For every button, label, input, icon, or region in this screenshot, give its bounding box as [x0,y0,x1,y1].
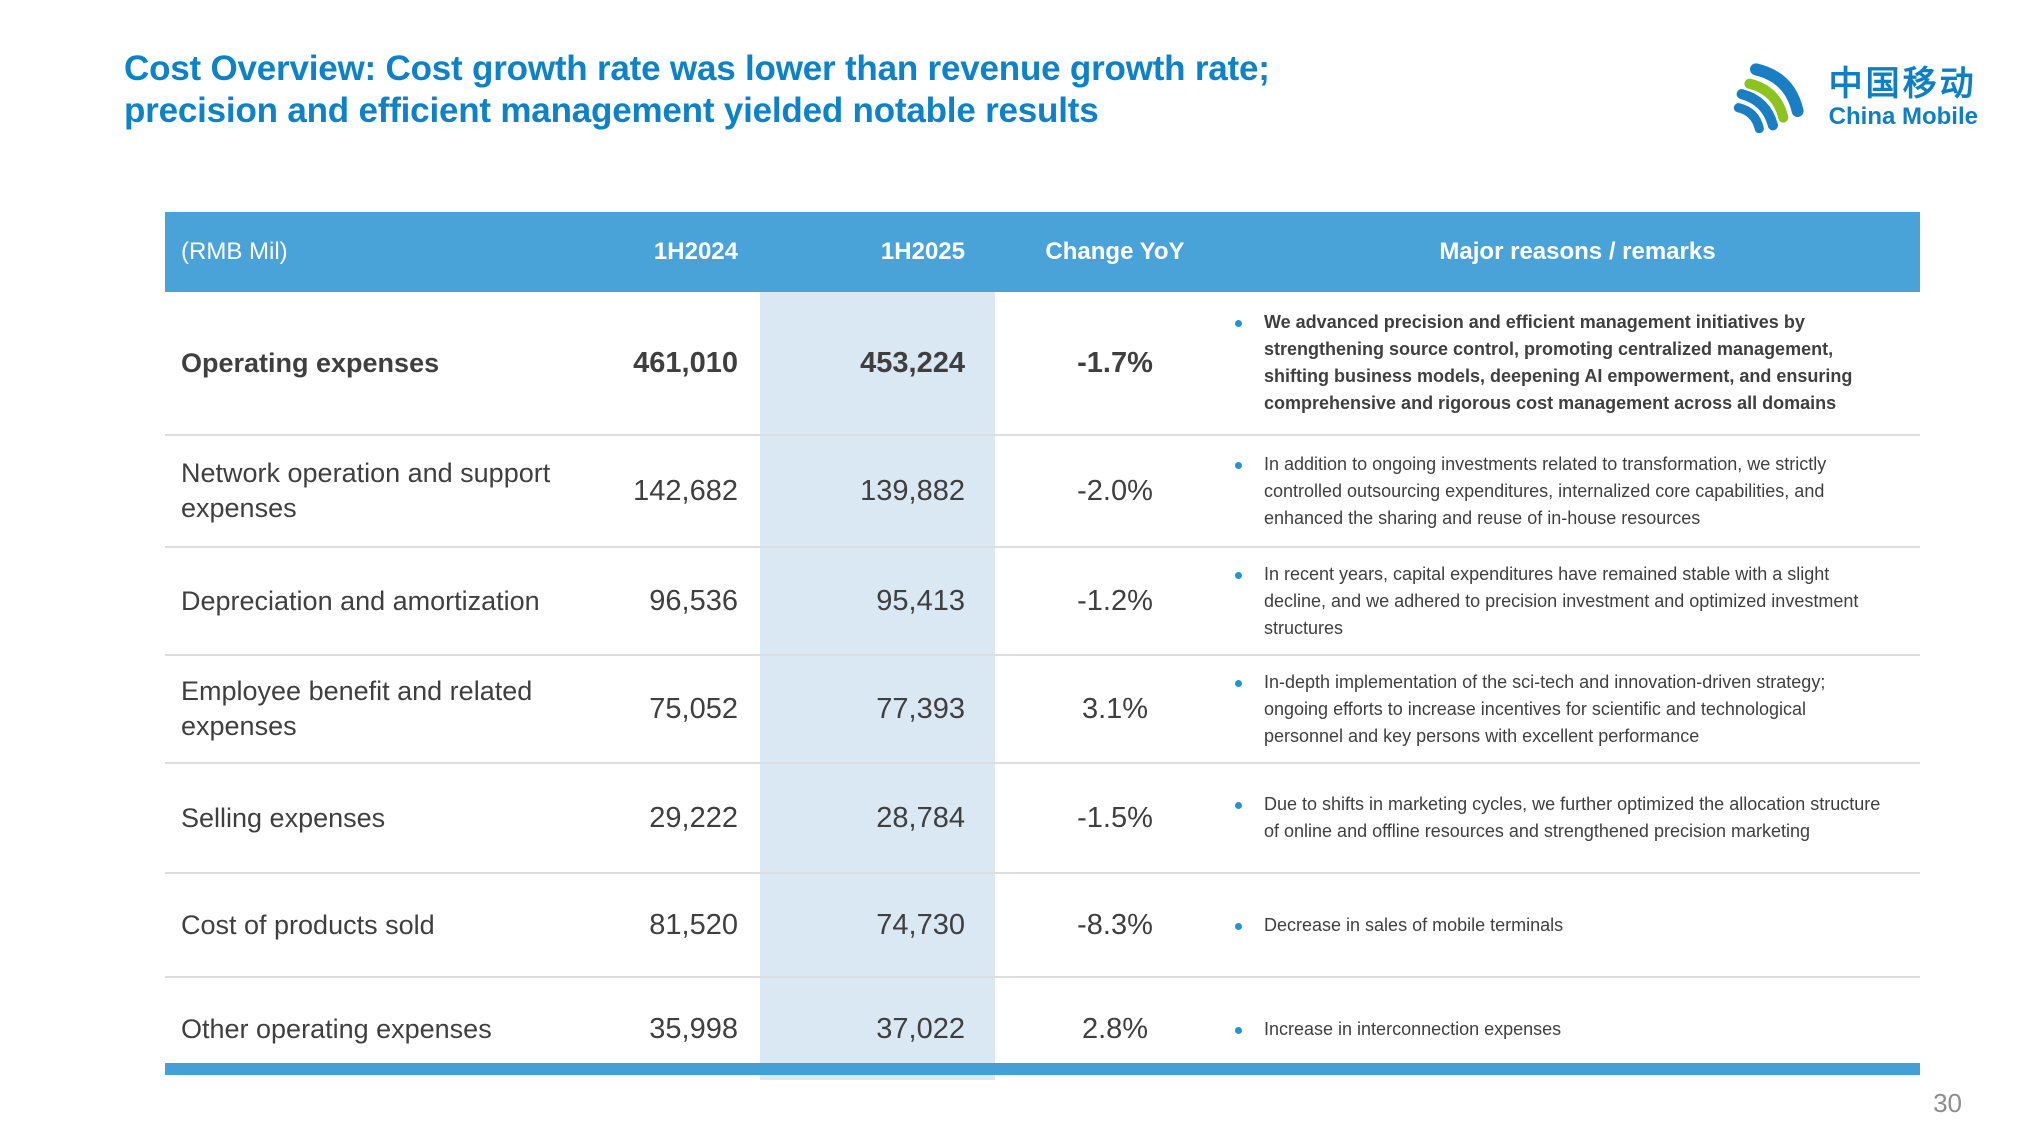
row-value-1h2025: 139,882 [760,436,995,546]
row-remark-text: Decrease in sales of mobile terminals [1264,914,1564,935]
row-label: Operating expenses [181,347,440,378]
row-change-yoy: -2.0% [1077,474,1153,507]
row-label: Depreciation and amortization [181,585,540,616]
header-major-reasons: Major reasons / remarks [1439,238,1716,265]
bullet-icon [1235,802,1242,809]
row-remark: In recent years, capital expenditures ha… [1235,561,1889,642]
row-value-1h2025: 95,413 [760,548,995,654]
row-label: Network operation and support expenses [181,458,551,523]
row-change-yoy: -1.7% [1077,346,1153,379]
bullet-icon [1235,679,1242,687]
row-remark-text: Increase in interconnection expenses [1264,1018,1562,1039]
bullet-icon [1235,1026,1242,1034]
row-value-1h2024: 142,682 [633,474,738,507]
row-value-1h2025: 453,224 [760,292,995,434]
row-remark-cell: In addition to ongoing investments relat… [1235,436,1920,546]
bullet-icon [1235,320,1242,327]
row-value-1h2024: 35,998 [649,1012,738,1045]
table-bottom-bar [165,1063,1920,1075]
row-remark-text: In-depth implementation of the sci-tech … [1264,671,1826,746]
row-label: Employee benefit and related expenses [181,676,533,741]
row-change-yoy: -1.2% [1077,584,1153,617]
row-remark: In addition to ongoing investments relat… [1235,451,1889,532]
logo-english-name: China Mobile [1828,103,1978,131]
row-remark-cell: In recent years, capital expenditures ha… [1235,548,1920,654]
row-value-1h2025: 77,393 [760,656,995,762]
table-row: Operating expenses 461,010 453,224 -1.7%… [165,292,1920,436]
row-change-yoy: -1.5% [1077,801,1153,834]
header-1h2025: 1H2025 [880,238,965,265]
row-change-yoy: 3.1% [1081,692,1149,725]
header-change-yoy: Change YoY [1045,238,1185,265]
table-row: Depreciation and amortization 96,536 95,… [165,548,1920,656]
row-change-yoy: 2.8% [1081,1012,1149,1045]
row-remark-text: In addition to ongoing investments relat… [1264,453,1827,528]
row-remark-cell: We advanced precision and efficient mana… [1235,292,1920,434]
table-rows: Operating expenses 461,010 453,224 -1.7%… [165,292,1920,1080]
row-remark-text: Due to shifts in marketing cycles, we fu… [1264,794,1881,841]
page-title: Cost Overview: Cost growth rate was lowe… [124,49,1270,130]
row-remark-cell: Due to shifts in marketing cycles, we fu… [1235,764,1920,872]
table-row: Employee benefit and related expenses 75… [165,656,1920,764]
bullet-icon [1235,922,1242,930]
row-remark-cell: Decrease in sales of mobile terminals [1235,874,1920,976]
row-value-1h2024: 81,520 [649,908,738,941]
row-remark: Decrease in sales of mobile terminals [1235,912,1563,939]
row-label: Cost of products sold [181,909,435,940]
row-label: Other operating expenses [181,1013,492,1044]
row-value-1h2024: 461,010 [633,346,738,379]
row-change-yoy: -8.3% [1077,908,1153,941]
logo-chinese-name: 中国移动 [1828,64,1977,103]
header-1h2024: 1H2024 [653,238,738,265]
china-mobile-logo-icon [1733,63,1804,134]
row-value-1h2024: 29,222 [649,801,738,834]
page-number: 30 [1933,1088,1962,1118]
header-unit: (RMB Mil) [181,238,288,265]
china-mobile-logo-text: 中国移动 China Mobile [1828,64,1978,131]
row-value-1h2025: 74,730 [760,874,995,976]
row-remark: Increase in interconnection expenses [1235,1016,1561,1043]
row-remark: Due to shifts in marketing cycles, we fu… [1235,791,1889,845]
row-value-1h2024: 75,052 [649,692,738,725]
cost-table: (RMB Mil) 1H2024 1H2025 Change YoY Major… [165,212,1920,1080]
row-remark-cell: In-depth implementation of the sci-tech … [1235,656,1920,762]
table-row: Network operation and support expenses 1… [165,436,1920,548]
row-remark: In-depth implementation of the sci-tech … [1235,669,1889,750]
row-label: Selling expenses [181,802,386,833]
row-value-1h2025: 28,784 [760,764,995,872]
china-mobile-logo: 中国移动 China Mobile [1723,52,1978,144]
table-row: Selling expenses 29,222 28,784 -1.5% Due… [165,764,1920,874]
row-remark-text: In recent years, capital expenditures ha… [1264,563,1859,638]
row-remark-cell: Increase in interconnection expenses [1235,978,1920,1080]
row-remark-text: We advanced precision and efficient mana… [1264,312,1853,413]
bullet-icon [1235,461,1242,469]
table-header-row: (RMB Mil) 1H2024 1H2025 Change YoY Major… [165,212,1920,292]
row-remark: We advanced precision and efficient mana… [1235,309,1889,417]
bullet-icon [1235,571,1242,579]
row-value-1h2024: 96,536 [649,584,738,617]
table-row: Cost of products sold 81,520 74,730 -8.3… [165,874,1920,978]
